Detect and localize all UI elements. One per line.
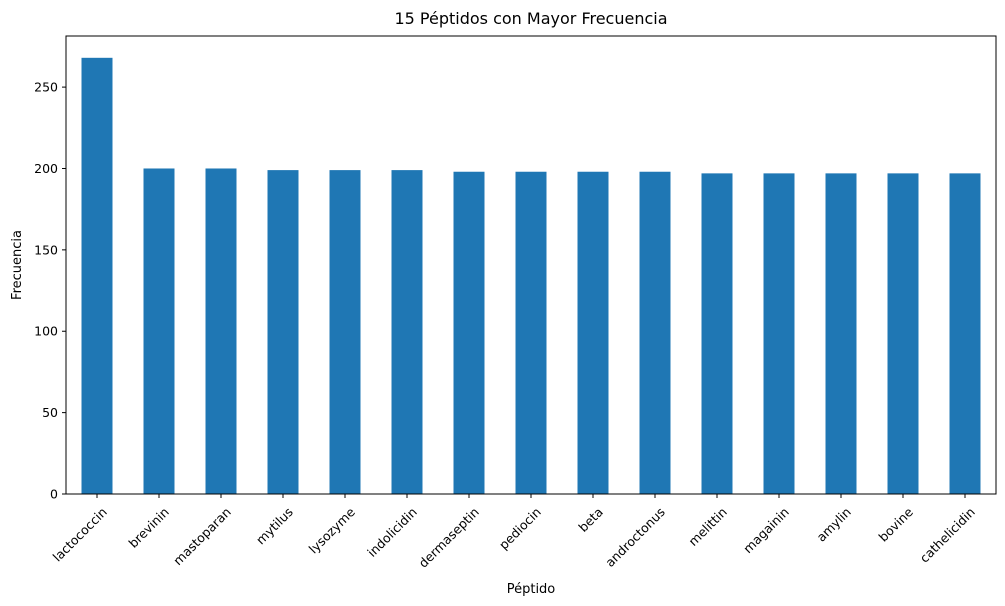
bar-beta bbox=[577, 171, 609, 494]
bar-mytilus bbox=[267, 170, 299, 494]
y-tick-label: 150 bbox=[34, 242, 58, 257]
x-tick-label: magainin bbox=[740, 504, 792, 556]
bar-lysozyme bbox=[329, 170, 361, 494]
x-tick-label: brevinin bbox=[125, 504, 171, 550]
bar-androctonus bbox=[639, 171, 671, 494]
bar-pediocin bbox=[515, 171, 547, 494]
bars-group bbox=[81, 57, 981, 495]
x-tick-label: pediocin bbox=[496, 504, 544, 552]
y-tick-label: 50 bbox=[42, 405, 58, 420]
x-tick-label: amylin bbox=[814, 504, 854, 544]
x-tick-label: mytilus bbox=[253, 504, 296, 547]
plot-frame bbox=[65, 35, 997, 495]
bar-cathelicidin bbox=[949, 173, 981, 495]
x-tick-label: lysozyme bbox=[306, 504, 358, 556]
bar-magainin bbox=[763, 173, 795, 495]
bar-brevinin bbox=[143, 168, 175, 494]
x-tick-label: beta bbox=[575, 504, 606, 535]
bar-melittin bbox=[701, 173, 733, 495]
x-tick-label: mastoparan bbox=[170, 504, 234, 568]
y-axis-ticks: 0 50 100 150 200 250 bbox=[34, 80, 66, 502]
bar-indolicidin bbox=[391, 170, 423, 494]
x-tick-label: bovine bbox=[876, 504, 917, 545]
bar-amylin bbox=[825, 173, 857, 495]
chart-title: 15 Péptidos con Mayor Frecuencia bbox=[394, 9, 667, 28]
bar-mastoparan bbox=[205, 168, 237, 494]
x-tick-label: cathelicidin bbox=[917, 504, 978, 565]
x-tick-label: androctonus bbox=[602, 504, 668, 570]
y-tick-label: 0 bbox=[50, 487, 58, 502]
plot-area: 0 50 100 150 200 250 lactococcin brevininmasto… bbox=[34, 35, 997, 571]
y-axis-label: Frecuencia bbox=[10, 230, 25, 300]
y-tick-label: 100 bbox=[34, 324, 58, 339]
bar-lactococcin bbox=[81, 57, 113, 495]
x-tick-label: lactococcin bbox=[50, 504, 110, 564]
bar-dermaseptin bbox=[453, 171, 485, 494]
y-tick-label: 250 bbox=[34, 80, 58, 95]
bar-bovine bbox=[887, 173, 919, 495]
y-tick-label: 200 bbox=[34, 161, 58, 176]
x-tick-label: dermaseptin bbox=[416, 504, 482, 570]
x-tick-label: indolicidin bbox=[364, 504, 420, 560]
x-tick-label: melittin bbox=[685, 504, 730, 549]
x-axis-label: Péptido bbox=[507, 582, 556, 597]
